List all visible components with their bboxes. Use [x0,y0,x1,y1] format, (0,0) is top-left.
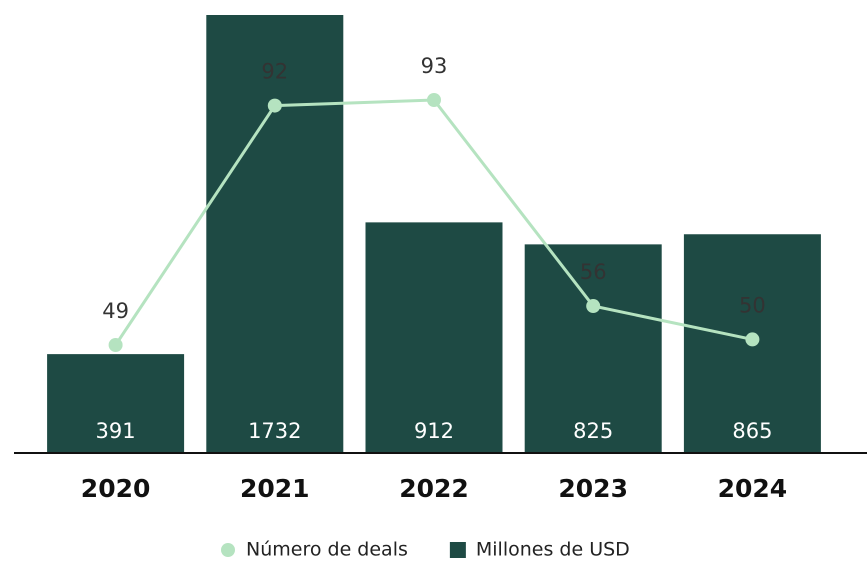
bar-value-label: 391 [96,419,136,443]
legend-label: Número de deals [246,539,408,561]
bar-value-label: 825 [573,419,613,443]
point-value-label: 56 [580,260,607,284]
line-point [586,299,601,314]
legend-marker [221,543,235,557]
bar [365,222,503,453]
bar [524,244,662,453]
x-tick-label: 2020 [81,474,151,503]
point-value-label: 50 [739,293,766,317]
line-point [267,98,282,113]
x-tick-label: 2023 [558,474,628,503]
bar [206,15,344,453]
bar-value-label: 865 [732,419,772,443]
line-point [427,93,441,107]
bar-value-label: 912 [414,419,454,443]
line-point [745,332,760,347]
x-tick-label: 2024 [718,474,788,503]
point-value-label: 49 [102,299,129,323]
x-tick-label: 2022 [399,474,469,503]
bar-value-label: 1732 [248,419,301,443]
line-point [108,338,123,352]
legend-marker [449,542,466,558]
bar [47,354,185,453]
point-value-label: 92 [261,60,288,84]
point-value-label: 93 [421,54,448,78]
x-tick-label: 2021 [240,474,310,503]
legend-label: Millones de USD [476,539,630,561]
